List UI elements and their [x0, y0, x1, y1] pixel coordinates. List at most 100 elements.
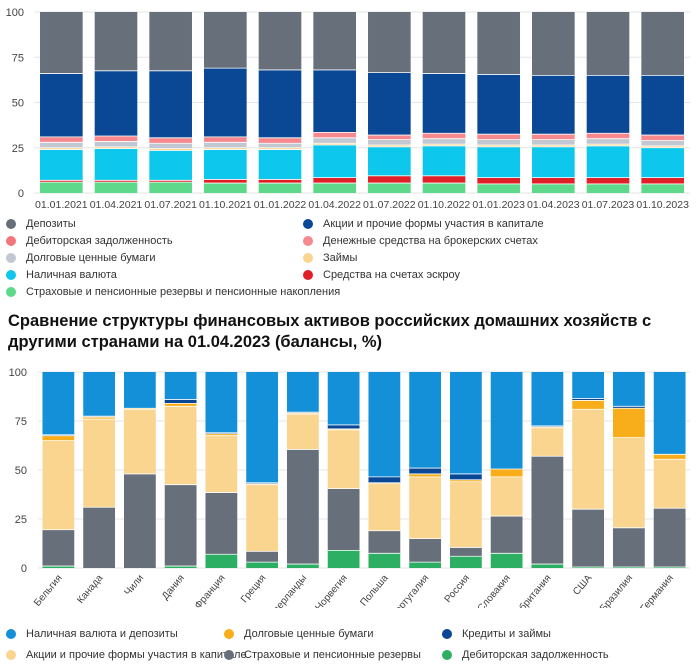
bar-segment-акции-и-прочие-формы-участия-в-капитале — [532, 75, 575, 135]
legend-chart-1: Депозиты Акции и прочие формы участия в к… — [0, 215, 700, 305]
bar-segment-денежные-средства-на-брокерских-счетах — [313, 132, 356, 138]
y-tick-label: 0 — [21, 563, 27, 575]
legend-item-наличная-валюта-и-депозиты[interactable]: Наличная валюта и депозиты — [6, 628, 178, 640]
x-tick-label: Нидерланды — [263, 573, 310, 608]
x-tick-label: Бразилия — [598, 573, 635, 608]
bar-segment-акции-и-прочие-формы-участия-в-капитале — [246, 484, 279, 552]
bar-segment-наличная-валюта-и-депозиты — [449, 372, 482, 474]
bar-segment-долговые-ценные-бумаги — [368, 139, 411, 146]
bar-segment-акции-и-прочие-формы-участия-в-капитале — [531, 427, 564, 457]
legend-item-кредиты-и-займы[interactable]: Кредиты и займы — [442, 628, 551, 640]
legend-label: Долговые ценные бумаги — [26, 252, 156, 264]
bar-segment-акции-и-прочие-формы-участия-в-капитале — [149, 70, 192, 138]
legend-item-акции-и-прочие-формы-участия-в-капитале[interactable]: Акции и прочие формы участия в капитале — [6, 649, 247, 661]
x-tick-label: 01.04.2022 — [308, 199, 361, 211]
legend-item-долговые-ценные-бумаги[interactable]: Долговые ценные бумаги — [6, 252, 155, 264]
legend-label: Страховые и пенсионные резервы — [244, 649, 421, 661]
legend-label: Дебиторская задолженность — [26, 235, 173, 247]
chart-deposits-structure: 0 25 50 75 100 01.01.2021 01.04.2021 01.07.2021… — [6, 7, 690, 211]
bar-segment-средства-на-счетах-эскроу — [532, 177, 575, 184]
bar-segment-страховые-и-пенсионные-резервы-и-пенсионные-накопления — [149, 182, 192, 193]
bar-segment-страховые-и-пенсионные-резервы — [42, 529, 75, 567]
bar-segment-акции-и-прочие-формы-участия-в-капитале — [40, 73, 83, 137]
legend-label: Средства на счетах эскроу — [323, 269, 461, 281]
x-tick-label: Германия — [639, 573, 676, 608]
bar-segment-денежные-средства-на-брокерских-счетах — [368, 135, 411, 140]
x-tick-label: США — [571, 573, 594, 598]
bar-segment-кредиты-и-займы — [368, 476, 401, 483]
bar-segment-депозиты — [368, 12, 411, 73]
y-tick-label: 25 — [15, 514, 27, 526]
legend-item-дебиторская-задолженность[interactable]: Дебиторская задолженность — [442, 649, 609, 661]
y-tick-label: 75 — [15, 416, 27, 428]
legend-item-займы[interactable]: Займы — [303, 252, 357, 264]
bar-segment-дебиторская-задолженность — [164, 566, 197, 568]
x-tick-label: 01.07.2022 — [363, 199, 416, 211]
bar-segment-наличная-валюта — [94, 148, 138, 181]
legend-item-средства-на-счетах-эскроу[interactable]: Средства на счетах эскроу — [303, 269, 460, 281]
x-tick-label: 01.01.2023 — [472, 199, 525, 211]
legend-item-страховые-и-пенсионные-резервы[interactable]: Страховые и пенсионные резервы — [224, 649, 421, 661]
bar-segment-наличная-валюта-и-депозиты — [42, 372, 75, 435]
bar-segment-наличная-валюта — [641, 147, 684, 178]
bar-segment-депозиты — [313, 12, 356, 70]
bar-segment-наличная-валюта — [477, 146, 520, 178]
bar-segment-кредиты-и-займы — [246, 482, 279, 484]
legend-marker — [6, 236, 16, 246]
bar-segment-акции-и-прочие-формы-участия-в-капитале — [205, 435, 238, 493]
bar-segment-дебиторская-задолженность — [286, 564, 319, 568]
bar-segment-акции-и-прочие-формы-участия-в-капитале — [94, 70, 138, 136]
bar-segment-страховые-и-пенсионные-резервы — [164, 484, 197, 567]
bar-segment-депозиты — [40, 12, 83, 74]
bar-segment-дебиторская-задолженность — [449, 556, 482, 568]
bar-segment-депозиты — [641, 12, 684, 76]
y-tick-label: 100 — [6, 7, 24, 19]
bar-segment-долговые-ценные-бумаги — [42, 435, 75, 441]
bar-segment-долговые-ценные-бумаги — [477, 139, 520, 146]
bar-segment-наличная-валюта-и-депозиты — [164, 372, 197, 400]
bar-segment-дебиторская-задолженность — [653, 567, 686, 568]
bar-segment-страховые-и-пенсионные-резервы-и-пенсионные-накопления — [532, 183, 575, 193]
x-tick-label: 01.04.2021 — [90, 199, 143, 211]
bar-segment-акции-и-прочие-формы-участия-в-капитале — [449, 481, 482, 548]
bar-segment-долговые-ценные-бумаги — [246, 483, 279, 485]
bar-segment-долговые-ценные-бумаги — [94, 141, 138, 147]
legend-item-наличная-валюта[interactable]: Наличная валюта — [6, 269, 117, 281]
legend-item-долговые-ценные-бумаги[interactable]: Долговые ценные бумаги — [224, 628, 373, 640]
bar-segment-депозиты — [532, 12, 575, 76]
bar-segment-акции-и-прочие-формы-участия-в-капитале — [164, 406, 197, 485]
bar-segment-долговые-ценные-бумаги — [572, 400, 605, 410]
bar-segment-акции-и-прочие-формы-участия-в-капитале — [422, 73, 466, 134]
bar-segment-кредиты-и-займы — [531, 425, 564, 427]
bar-segment-займы — [422, 144, 466, 146]
bar-segment-денежные-средства-на-брокерских-счетах — [149, 137, 192, 144]
bar-segment-страховые-и-пенсионные-резервы-и-пенсионные-накопления — [204, 183, 247, 193]
bar-segment-акции-и-прочие-формы-участия-в-капитале — [327, 429, 360, 489]
bar-segment-денежные-средства-на-брокерских-счетах — [477, 134, 520, 140]
legend-item-акции-и-прочие-формы-участия-в-капитале[interactable]: Акции и прочие формы участия в капитале — [303, 218, 544, 230]
legend-item-денежные-средства-на-брокерских-счетах[interactable]: Денежные средства на брокерских счетах — [303, 235, 538, 247]
bar-segment-долговые-ценные-бумаги — [123, 408, 156, 410]
legend-marker — [303, 253, 313, 263]
bar-segment-страховые-и-пенсионные-резервы-и-пенсионные-накопления — [641, 183, 684, 193]
y-tick-label: 0 — [18, 188, 24, 200]
bar-segment-денежные-средства-на-брокерских-счетах — [258, 137, 302, 144]
bar-segment-страховые-и-пенсионные-резервы — [246, 551, 279, 563]
bar-segment-страховые-и-пенсионные-резервы-и-пенсионные-накопления — [258, 183, 302, 193]
bar-segment-наличная-валюта — [149, 150, 192, 181]
bar-segment-наличная-валюта-и-депозиты — [490, 372, 523, 470]
bar-segment-долговые-ценные-бумаги — [531, 426, 564, 428]
bar-segment-страховые-и-пенсионные-резервы-и-пенсионные-накопления — [422, 183, 466, 193]
legend-item-депозиты[interactable]: Депозиты — [6, 218, 76, 230]
x-tick-label: 01.07.2021 — [144, 199, 197, 211]
bar-segment-страховые-и-пенсионные-резервы — [612, 527, 645, 568]
x-tick-label: Греция — [239, 573, 268, 605]
x-tick-label: 01.10.2022 — [418, 199, 471, 211]
legend-item-дебиторская-задолженность[interactable]: Дебиторская задолженность — [6, 235, 173, 247]
bar-segment-акции-и-прочие-формы-участия-в-капитале — [490, 476, 523, 517]
bar-segment-депозиты — [477, 12, 520, 75]
x-tick-label: 01.10.2021 — [199, 199, 252, 211]
bar-segment-наличная-валюта-и-депозиты — [531, 372, 564, 426]
legend-label: Долговые ценные бумаги — [244, 628, 374, 640]
legend-item-страховые-и-пенсионные-резервы-и-пенсионные-накопления[interactable]: Страховые и пенсионные резервы и пенсион… — [6, 286, 340, 298]
